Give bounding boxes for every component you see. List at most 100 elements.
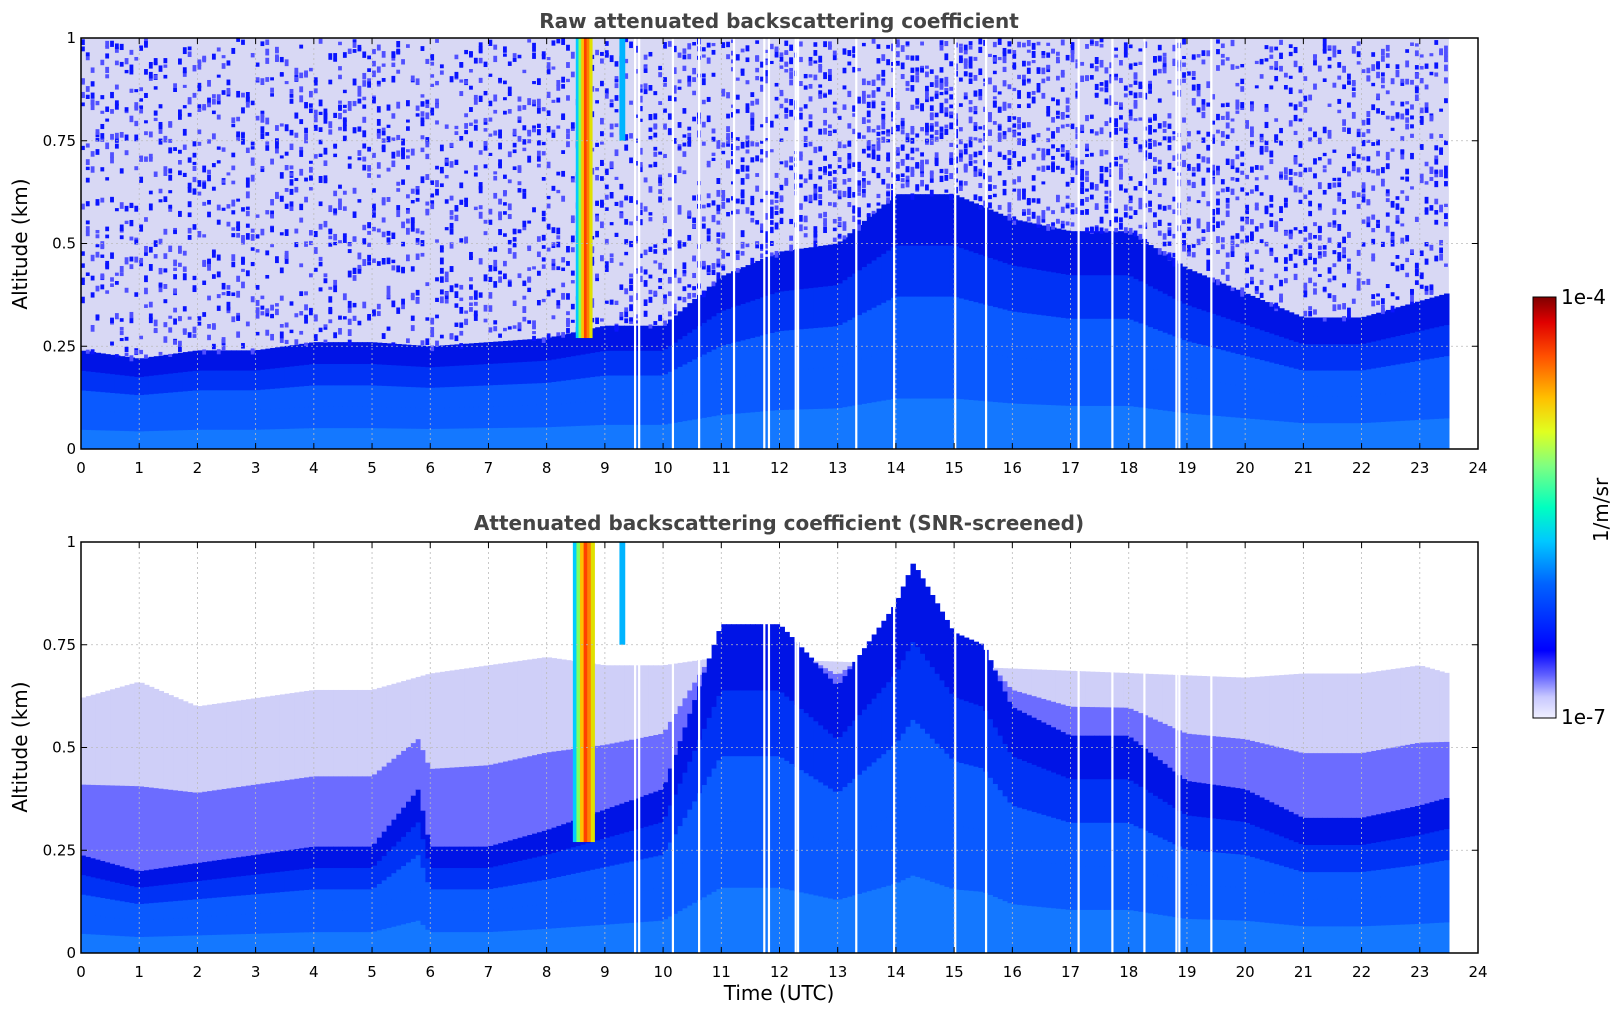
noise-speckle — [313, 247, 318, 254]
noise-speckle — [454, 214, 459, 222]
noise-speckle — [1225, 115, 1230, 121]
layer-cell — [847, 405, 853, 450]
layer-cell — [604, 375, 611, 401]
layer-cell — [454, 407, 460, 429]
layer-cell — [1322, 317, 1329, 345]
noise-speckle — [1303, 226, 1308, 232]
noise-speckle — [1322, 250, 1327, 257]
noise-speckle — [483, 164, 488, 169]
noise-speckle — [100, 110, 105, 114]
noise-speckle — [503, 190, 507, 197]
layer-cell — [410, 345, 417, 367]
noise-speckle — [619, 212, 624, 219]
noise-speckle — [677, 277, 682, 284]
noise-speckle — [808, 174, 813, 180]
noise-speckle — [1250, 126, 1254, 133]
noise-speckle — [1094, 60, 1099, 65]
noise-speckle — [1317, 182, 1322, 190]
layer-cell — [1041, 225, 1047, 271]
noise-speckle — [439, 276, 444, 283]
noise-speckle — [861, 171, 866, 177]
layer-cell — [202, 370, 208, 391]
layer-cell — [478, 385, 485, 407]
noise-speckle — [1264, 209, 1269, 215]
noise-speckle — [997, 106, 1002, 113]
layer-cell — [1060, 273, 1067, 318]
noise-speckle — [988, 184, 992, 191]
noise-speckle — [881, 54, 886, 61]
noise-speckle — [454, 291, 459, 299]
layer-cell — [527, 361, 533, 384]
noise-speckle — [740, 141, 745, 149]
layer-cell — [498, 384, 504, 407]
noise-speckle — [1114, 118, 1119, 125]
noise-speckle — [376, 118, 381, 126]
layer-cell — [1055, 228, 1062, 274]
noise-speckle — [648, 186, 653, 193]
noise-speckle — [405, 209, 410, 214]
noise-speckle — [1128, 206, 1133, 211]
layer-cell — [405, 365, 412, 387]
noise-speckle — [789, 44, 794, 51]
noise-speckle — [861, 42, 866, 47]
layer-cell — [405, 428, 412, 450]
noise-speckle — [721, 150, 726, 155]
noise-speckle — [216, 74, 221, 78]
noise-speckle — [1022, 42, 1026, 48]
noise-speckle — [405, 149, 410, 153]
noise-speckle — [1269, 150, 1274, 158]
layer-cell — [328, 406, 334, 429]
noise-speckle — [1133, 137, 1138, 144]
noise-speckle — [963, 92, 968, 100]
noise-speckle — [197, 321, 202, 326]
noise-speckle — [1293, 273, 1298, 281]
layer-cell — [279, 408, 286, 430]
noise-speckle — [760, 124, 764, 128]
noise-speckle — [308, 108, 313, 114]
noise-speckle — [173, 87, 177, 92]
noise-speckle — [600, 255, 604, 262]
layer-cell — [323, 342, 329, 365]
noise-speckle — [963, 143, 968, 149]
noise-speckle — [769, 220, 774, 225]
noise-speckle — [692, 195, 697, 201]
layer-cell — [677, 366, 684, 395]
layer-cell — [401, 365, 407, 387]
layer-cell — [449, 365, 456, 387]
layer-cell — [1153, 408, 1159, 450]
noise-speckle — [478, 46, 483, 53]
noise-speckle — [750, 198, 755, 206]
layer-cell — [1157, 409, 1164, 450]
layer-cell — [1186, 305, 1193, 342]
layer-cell — [158, 355, 165, 375]
layer-cell — [1347, 343, 1353, 371]
noise-speckle — [134, 105, 139, 111]
noise-speckle — [920, 41, 924, 46]
layer-cell — [507, 362, 514, 385]
noise-speckle — [949, 193, 954, 201]
layer-cell — [614, 325, 621, 351]
noise-speckle — [1351, 161, 1356, 167]
layer-cell — [925, 398, 931, 450]
noise-speckle — [755, 241, 760, 246]
layer-cell — [711, 415, 718, 450]
layer-cell — [1153, 288, 1159, 329]
noise-speckle — [963, 163, 968, 168]
noise-speckle — [289, 301, 294, 306]
noise-speckle — [110, 341, 114, 346]
noise-speckle — [687, 284, 692, 288]
layer-cell — [944, 296, 950, 348]
noise-speckle — [1153, 168, 1157, 175]
noise-speckle — [1036, 133, 1041, 138]
noise-speckle — [372, 226, 376, 232]
layer-cell — [1220, 283, 1227, 318]
noise-speckle — [1347, 102, 1351, 108]
noise-speckle — [1167, 241, 1172, 246]
noise-speckle — [866, 180, 871, 185]
layer-cell — [420, 387, 426, 409]
noise-speckle — [988, 77, 992, 85]
layer-cell — [881, 204, 887, 254]
noise-speckle — [978, 171, 983, 177]
noise-speckle — [701, 265, 706, 270]
noise-speckle — [163, 64, 168, 68]
